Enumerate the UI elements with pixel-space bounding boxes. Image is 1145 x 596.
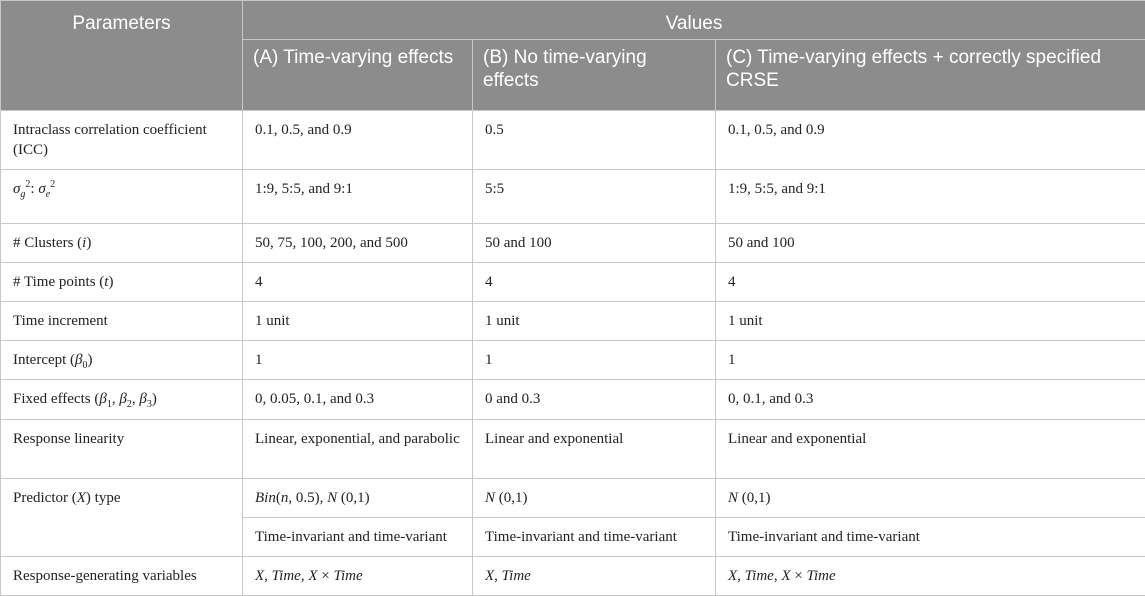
value-cell-b: 4 (473, 263, 716, 302)
value-cell-a: Time-invariant and time-variant (243, 518, 473, 557)
param-cell: Response-generating variables (1, 557, 243, 596)
header-col-a: (A) Time-varying effects (243, 40, 473, 111)
value-cell-b: Time-invariant and time-variant (473, 518, 716, 557)
value-cell-a: 1:9, 5:5, and 9:1 (243, 170, 473, 224)
value-cell-a: Bin(n, 0.5), N (0,1) (243, 479, 473, 518)
value-cell-b: 0.5 (473, 111, 716, 170)
header-col-c: (C) Time-varying effects + correctly spe… (716, 40, 1145, 111)
param-cell: Response linearity (1, 420, 243, 479)
param-cell: Intraclass correlation coefficient (ICC) (1, 111, 243, 170)
value-cell-c: 50 and 100 (716, 224, 1145, 263)
value-cell-b: X, Time (473, 557, 716, 596)
value-cell-b: Linear and exponential (473, 420, 716, 479)
value-cell-b: 1 unit (473, 302, 716, 341)
table-row: # Time points (t) 4 4 4 (1, 263, 1145, 302)
value-cell-a: 0, 0.05, 0.1, and 0.3 (243, 380, 473, 420)
value-cell-a: X, Time, X × Time (243, 557, 473, 596)
param-cell: # Clusters (i) (1, 224, 243, 263)
header-values: Values (243, 1, 1145, 40)
value-cell-c: 1:9, 5:5, and 9:1 (716, 170, 1145, 224)
value-cell-c: X, Time, X × Time (716, 557, 1145, 596)
table-row: σg2: σe2 1:9, 5:5, and 9:1 5:5 1:9, 5:5,… (1, 170, 1145, 224)
value-cell-a: Linear, exponential, and parabolic (243, 420, 473, 479)
value-cell-b: N (0,1) (473, 479, 716, 518)
param-cell: Predictor (X) type (1, 479, 243, 557)
param-cell: σg2: σe2 (1, 170, 243, 224)
header-parameters: Parameters (1, 1, 243, 111)
value-cell-c: 0, 0.1, and 0.3 (716, 380, 1145, 420)
table-row: Fixed effects (β1, β2, β3) 0, 0.05, 0.1,… (1, 380, 1145, 420)
value-cell-a: 0.1, 0.5, and 0.9 (243, 111, 473, 170)
param-cell: Fixed effects (β1, β2, β3) (1, 380, 243, 420)
value-cell-c: 1 (716, 341, 1145, 380)
table-row: Time increment 1 unit 1 unit 1 unit (1, 302, 1145, 341)
header-col-b: (B) No time-varying effects (473, 40, 716, 111)
value-cell-b: 50 and 100 (473, 224, 716, 263)
param-cell: Time increment (1, 302, 243, 341)
value-cell-b: 0 and 0.3 (473, 380, 716, 420)
value-cell-c: 0.1, 0.5, and 0.9 (716, 111, 1145, 170)
table-row: # Clusters (i) 50, 75, 100, 200, and 500… (1, 224, 1145, 263)
value-cell-a: 4 (243, 263, 473, 302)
value-cell-a: 1 unit (243, 302, 473, 341)
value-cell-c: 1 unit (716, 302, 1145, 341)
value-cell-a: 1 (243, 341, 473, 380)
table-row: Predictor (X) type Bin(n, 0.5), N (0,1) … (1, 479, 1145, 518)
value-cell-a: 50, 75, 100, 200, and 500 (243, 224, 473, 263)
table-row: Intercept (β0) 1 1 1 (1, 341, 1145, 380)
table-row: Response linearity Linear, exponential, … (1, 420, 1145, 479)
table-row: Intraclass correlation coefficient (ICC)… (1, 111, 1145, 170)
value-cell-b: 5:5 (473, 170, 716, 224)
value-cell-c: Time-invariant and time-variant (716, 518, 1145, 557)
value-cell-c: Linear and exponential (716, 420, 1145, 479)
param-cell: # Time points (t) (1, 263, 243, 302)
table-row: Response-generating variables X, Time, X… (1, 557, 1145, 596)
value-cell-b: 1 (473, 341, 716, 380)
value-cell-c: 4 (716, 263, 1145, 302)
value-cell-c: N (0,1) (716, 479, 1145, 518)
param-cell: Intercept (β0) (1, 341, 243, 380)
